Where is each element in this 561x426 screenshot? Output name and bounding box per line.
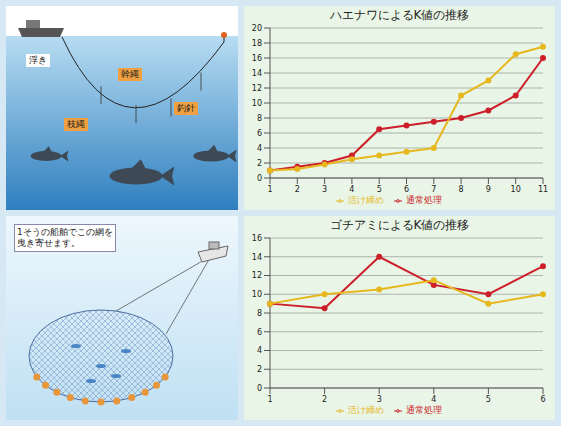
svg-text:4: 4 <box>257 346 262 355</box>
html-text:1そうの船舶でこの網を曳き寄せます。: 1そうの船舶でこの網を曳き寄せます。 <box>17 227 113 248</box>
svg-text:14: 14 <box>252 69 262 78</box>
html-text:枝縄: 枝縄 <box>67 119 85 129</box>
html-text:幹縄: 幹縄 <box>121 69 139 79</box>
html-text:釣針: 釣針 <box>177 103 195 113</box>
svg-text:3: 3 <box>377 395 382 404</box>
svg-text:8: 8 <box>459 185 464 194</box>
svg-text:4: 4 <box>431 395 436 404</box>
html-text:通常処理: 通常処理 <box>405 405 442 415</box>
svg-text:6: 6 <box>257 328 262 337</box>
svg-text:6: 6 <box>404 185 409 194</box>
html-text:ハエナワによるK値の推移: ハエナワによるK値の推移 <box>329 8 470 22</box>
html-text:活け締め: 活け締め <box>347 195 384 205</box>
svg-text:16: 16 <box>252 54 262 63</box>
svg-text:10: 10 <box>511 185 521 194</box>
html-text:通常処理: 通常処理 <box>405 195 442 205</box>
svg-text:4: 4 <box>257 144 262 153</box>
svg-text:9: 9 <box>486 185 491 194</box>
svg-text:2: 2 <box>257 365 262 374</box>
svg-text:1: 1 <box>267 395 272 404</box>
svg-text:6: 6 <box>540 395 545 404</box>
svg-text:5: 5 <box>486 395 491 404</box>
svg-text:16: 16 <box>252 234 262 243</box>
svg-text:6: 6 <box>257 129 262 138</box>
html-text:ゴチアミによるK値の推移: ゴチアミによるK値の推移 <box>329 218 470 232</box>
svg-text:2: 2 <box>322 395 327 404</box>
svg-text:7: 7 <box>431 185 436 194</box>
svg-text:3: 3 <box>322 185 327 194</box>
svg-text:2: 2 <box>295 185 300 194</box>
html-text:活け締め: 活け締め <box>347 405 384 415</box>
svg-text:5: 5 <box>377 185 382 194</box>
svg-text:2: 2 <box>257 159 262 168</box>
svg-text:18: 18 <box>252 39 262 48</box>
svg-text:10: 10 <box>252 290 262 299</box>
svg-text:14: 14 <box>252 253 262 262</box>
svg-text:0: 0 <box>257 384 262 393</box>
svg-text:20: 20 <box>252 24 262 33</box>
svg-text:0: 0 <box>257 174 262 183</box>
svg-text:11: 11 <box>538 185 548 194</box>
svg-text:12: 12 <box>252 271 262 280</box>
svg-text:10: 10 <box>252 99 262 108</box>
svg-text:8: 8 <box>257 309 262 318</box>
svg-text:8: 8 <box>257 114 262 123</box>
svg-text:4: 4 <box>349 185 354 194</box>
html-text:浮き: 浮き <box>29 55 47 65</box>
svg-text:1: 1 <box>267 185 272 194</box>
svg-text:12: 12 <box>252 84 262 93</box>
